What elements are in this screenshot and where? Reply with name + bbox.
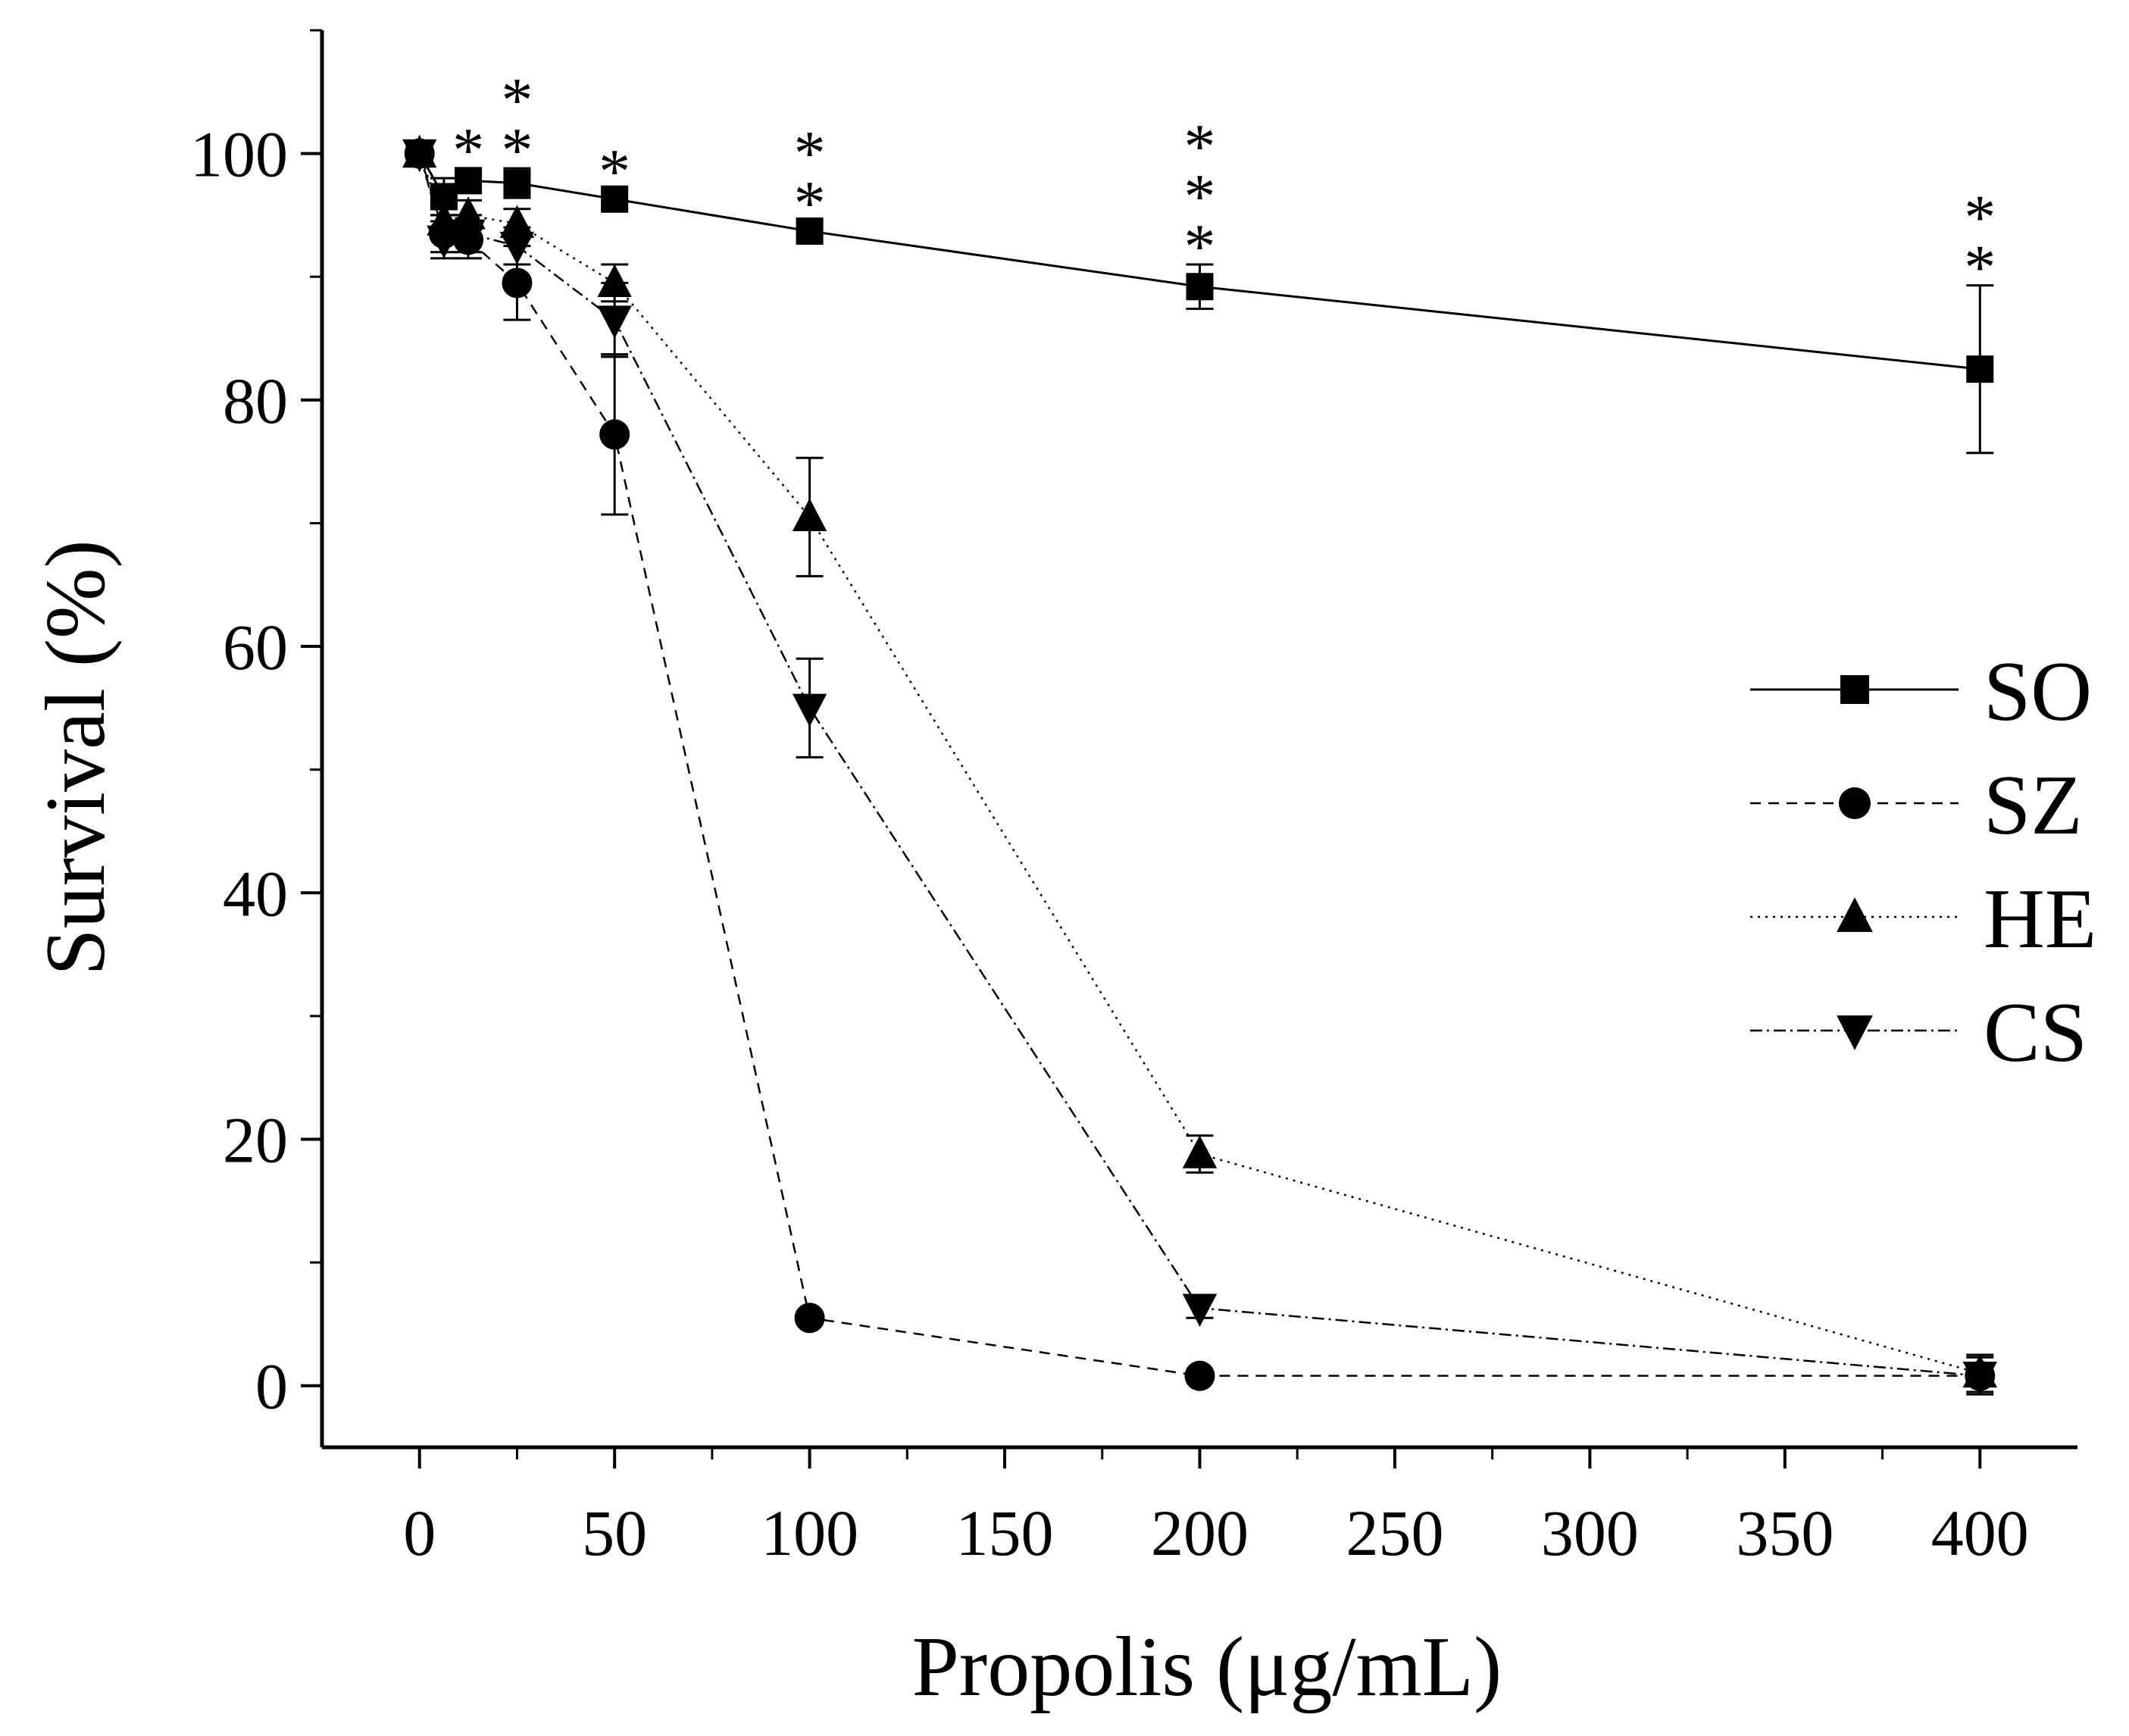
significance-star: * xyxy=(452,115,484,186)
series-line-sz xyxy=(418,153,1981,1377)
significance-marker: ** xyxy=(1964,183,1996,303)
significance-star: * xyxy=(794,168,826,239)
x-axis-title: Propolis (μg/mL) xyxy=(912,1620,1502,1714)
legend-item-sz: SZ xyxy=(1750,759,2083,852)
significance-star: * xyxy=(599,136,630,207)
x-tick-label: 150 xyxy=(956,1497,1054,1569)
legend-marker xyxy=(1837,897,1873,932)
legend-item-so: SO xyxy=(1750,645,2092,739)
series-sz xyxy=(404,138,1996,1391)
significance-marker: * xyxy=(599,136,630,207)
data-point-so xyxy=(455,167,483,195)
data-point-cs xyxy=(597,305,632,339)
series-cs xyxy=(402,139,1997,1396)
legend-label: SO xyxy=(1984,645,2092,739)
data-point-cs xyxy=(1182,1293,1218,1327)
significance-marker: ** xyxy=(501,65,533,186)
chart-axes: 0 50 100 150 200 250 300 350 400 0 20 40 60 80 100 xyxy=(190,29,2077,1569)
y-tick-label: 20 xyxy=(223,1103,288,1176)
series-so xyxy=(405,139,1994,455)
data-point-he xyxy=(597,264,632,298)
legend-marker xyxy=(1840,675,1869,704)
significance-star: * xyxy=(1184,111,1216,182)
chart-legend: SO SZ HE CS xyxy=(1750,645,2096,1080)
data-point-he xyxy=(1962,1354,1997,1388)
y-axis-title: Survival (%) xyxy=(29,540,123,975)
data-point-so xyxy=(1966,355,1994,383)
significance-marker: *** xyxy=(1184,111,1216,282)
y-tick-label: 60 xyxy=(223,611,288,683)
x-tick-label: 300 xyxy=(1541,1497,1639,1569)
data-point-he xyxy=(792,498,827,532)
series-line-he xyxy=(418,153,1981,1375)
x-tick-label: 50 xyxy=(582,1497,647,1569)
data-point-so xyxy=(430,183,458,211)
x-tick-label: 350 xyxy=(1736,1497,1834,1569)
significance-star: * xyxy=(1184,161,1216,232)
data-point-cs xyxy=(499,231,535,265)
legend-item-he: HE xyxy=(1750,872,2096,966)
series-he xyxy=(402,134,1997,1393)
data-point-sz xyxy=(794,1303,825,1334)
significance-star: * xyxy=(1964,233,1996,303)
x-tick-label: 0 xyxy=(403,1497,436,1569)
significance-marker: * xyxy=(452,115,484,186)
data-point-so xyxy=(601,185,629,213)
data-point-sz xyxy=(1184,1360,1215,1391)
data-point-so xyxy=(405,139,433,167)
data-point-he xyxy=(499,205,535,238)
x-tick-label: 400 xyxy=(1931,1497,2029,1569)
legend-item-cs: CS xyxy=(1750,986,2087,1080)
legend-label: CS xyxy=(1984,986,2087,1080)
significance-star: * xyxy=(1184,211,1216,282)
legend-marker xyxy=(1839,787,1871,819)
x-tick-label: 200 xyxy=(1151,1497,1249,1569)
significance-star: * xyxy=(794,118,826,189)
data-point-sz xyxy=(502,267,533,299)
x-tick-label: 100 xyxy=(761,1497,858,1569)
data-point-he xyxy=(451,196,486,230)
significance-layer: * *** ******* xyxy=(452,65,1996,302)
significance-star: * xyxy=(1964,183,1996,253)
data-point-so xyxy=(796,217,824,246)
y-tick-label: 0 xyxy=(255,1350,288,1423)
series-layer xyxy=(402,134,1997,1396)
legend-label: SZ xyxy=(1984,759,2083,852)
data-point-he xyxy=(1182,1135,1218,1168)
data-point-so xyxy=(503,169,531,197)
y-tick-label: 80 xyxy=(223,364,288,437)
data-point-sz xyxy=(599,419,630,450)
y-tick-label: 40 xyxy=(223,857,288,930)
legend-label: HE xyxy=(1984,872,2096,966)
significance-star: * xyxy=(501,65,533,136)
data-point-cs xyxy=(792,693,827,727)
significance-star: * xyxy=(501,115,533,186)
legend-marker xyxy=(1837,1015,1873,1050)
data-point-so xyxy=(1186,273,1214,301)
significance-marker: ** xyxy=(794,118,826,239)
x-tick-label: 250 xyxy=(1346,1497,1443,1569)
series-line-cs xyxy=(418,153,1981,1377)
y-tick-label: 100 xyxy=(190,118,288,191)
